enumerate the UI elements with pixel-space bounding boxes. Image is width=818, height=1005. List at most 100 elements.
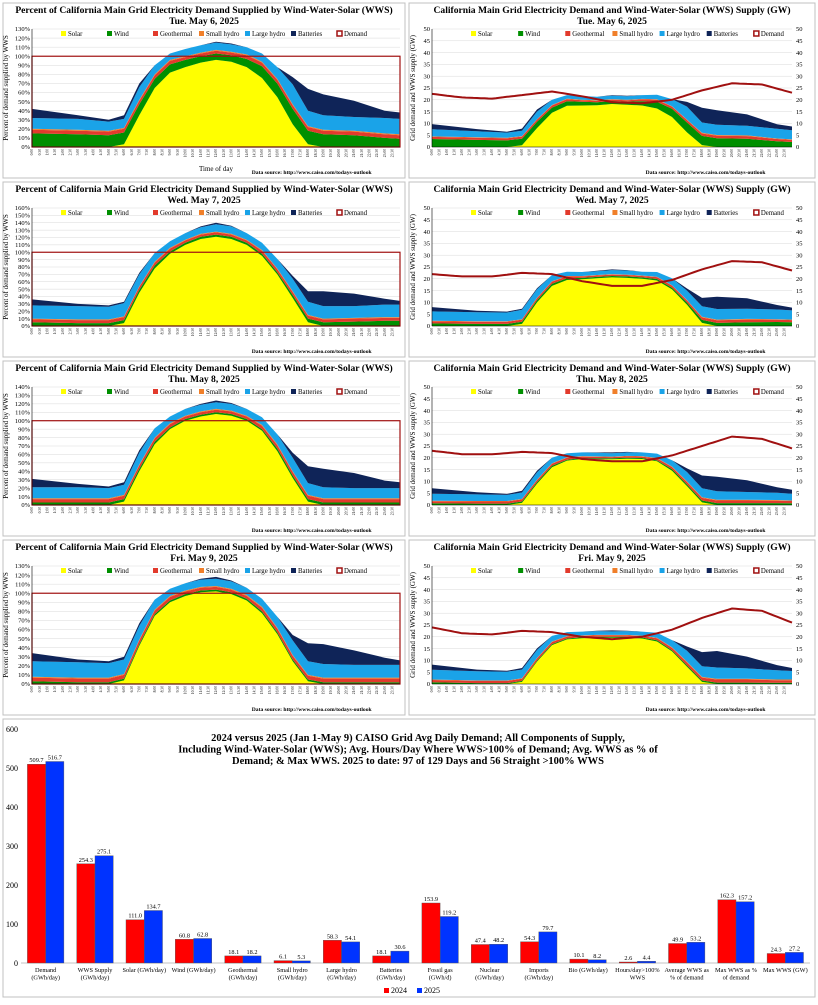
y-tick-label: 20: [424, 276, 431, 283]
x-tick-label: 17:00: [291, 149, 295, 157]
x-tick-label: 16:00: [276, 328, 280, 336]
x-tick-label: 18:00: [700, 149, 704, 157]
y-tick-label: 50: [424, 26, 431, 33]
legend-swatch-solar: [471, 210, 476, 215]
y-tick-label: 50%: [18, 286, 31, 293]
y-tick-label: 80%: [18, 609, 31, 616]
x-tick-label: 17:30: [299, 686, 303, 694]
x-tick-label: 7:00: [535, 686, 539, 693]
source-text: Data source: http://www.caiso.com/todays…: [252, 170, 373, 176]
legend: Solar Wind Geothermal Small hydro Large hydr…: [471, 30, 784, 38]
x-tick-label: 19:00: [715, 507, 719, 515]
chart-title: California Main Grid Electricity Demand …: [433, 542, 790, 553]
bar-2025: [489, 944, 508, 964]
x-tick-label: 2:00: [61, 149, 65, 156]
y-tick-label: 5: [427, 311, 430, 318]
legend-label: Wind: [114, 568, 129, 575]
legend-swatch-large-hydro: [659, 210, 665, 215]
legend-swatch-small-hydro: [199, 210, 204, 215]
x-tick-label: 16:30: [283, 507, 287, 515]
x-tick-label: 5:00: [505, 149, 509, 156]
y-tick-label: 100%: [15, 590, 31, 597]
y-tick-label: 45: [424, 396, 431, 403]
x-tick-label: 14:30: [253, 149, 257, 157]
y-tick-label: 30%: [18, 477, 31, 484]
bar-legend-label: 2024: [391, 986, 407, 995]
bar-2024: [619, 961, 638, 964]
x-tick-label: 1:00: [46, 686, 50, 693]
legend: Solar Wind Geothermal Small hydro Large hydr…: [471, 567, 784, 575]
x-tick-label: 10:00: [184, 328, 188, 336]
x-tick-label: 16:00: [670, 328, 674, 336]
y-tick-label: 80%: [18, 435, 31, 442]
y-tick-label: 60%: [18, 279, 31, 286]
x-tick-label: 1:00: [46, 149, 50, 156]
y2-tick-label: 35: [796, 599, 803, 606]
y-tick-label: 30: [424, 610, 431, 617]
bar-2024: [569, 958, 589, 964]
legend-label: Demand: [761, 210, 785, 217]
bar-category-label: Hours/day>100%: [615, 967, 660, 974]
x-tick-label: 8:00: [550, 149, 554, 156]
x-tick-label: 11:30: [603, 686, 607, 694]
y-tick-label: 15: [424, 467, 431, 474]
bar-2024: [224, 955, 244, 964]
y2-tick-label: 20: [796, 97, 803, 104]
x-tick-label: 6:30: [130, 328, 134, 335]
x-tick-label: 16:30: [678, 328, 682, 336]
bar-value-label: 60.8: [179, 932, 190, 939]
bar-chart: 2024 versus 2025 (Jan 1-May 9) CAISO Gri…: [6, 725, 810, 995]
y-tick-label: 10%: [18, 494, 31, 501]
x-tick-label: 8:00: [153, 328, 157, 335]
x-tick-label: 23:00: [775, 328, 779, 336]
legend-swatch-batteries: [291, 389, 296, 394]
y-tick-label: 0: [427, 502, 430, 509]
legend-swatch-small-hydro: [199, 389, 204, 394]
x-tick-label: 21:30: [753, 149, 757, 157]
y-tick-label: 90%: [18, 257, 31, 264]
x-tick-label: 17:00: [685, 328, 689, 336]
x-tick-label: 10:00: [184, 149, 188, 157]
x-tick-label: 21:00: [745, 507, 749, 515]
legend: Solar Wind Geothermal Small hydro Large hydr…: [471, 388, 784, 396]
x-tick-label: 5:00: [505, 328, 509, 335]
x-tick-label: 10:30: [588, 507, 592, 515]
x-tick-label: 3:30: [483, 686, 487, 693]
x-tick-label: 17:30: [693, 328, 697, 336]
x-tick-label: 15:30: [268, 328, 272, 336]
y-tick-label: 35: [424, 241, 431, 248]
x-tick-label: 22:30: [768, 686, 772, 694]
area-batteries: [432, 630, 792, 672]
legend-label: Large hydro: [252, 389, 286, 396]
x-tick-label: 12:00: [610, 507, 614, 515]
y-tick-label: 35: [424, 599, 431, 606]
bar-value-label: 134.7: [146, 904, 160, 911]
y-tick-label: 25: [424, 622, 431, 629]
x-tick-label: 7:30: [543, 686, 547, 693]
x-tick-label: 23:30: [391, 328, 395, 336]
bar-2024: [520, 941, 539, 964]
x-tick-label: 13:00: [230, 328, 234, 336]
x-tick-label: 1:00: [445, 507, 449, 514]
bar-value-label: 509.7: [29, 757, 43, 764]
source-text: Data source: http://www.caiso.com/todays…: [252, 707, 373, 713]
legend-swatch-demand: [753, 209, 760, 216]
x-tick-label: 5:30: [115, 686, 119, 693]
x-tick-label: 18:30: [314, 328, 318, 336]
y-tick-label: 10%: [18, 135, 31, 142]
legend-swatch-batteries: [291, 210, 296, 215]
x-tick-label: 0:30: [38, 507, 42, 514]
legend: Solar Wind Geothermal Small hydro Large hydr…: [61, 567, 368, 575]
x-tick-label: 1:00: [445, 328, 449, 335]
legend-swatch-demand: [753, 388, 760, 395]
bar-category-label: WWS: [630, 975, 646, 982]
x-tick-label: 12:00: [214, 686, 218, 694]
legend-swatch-geothermal: [153, 568, 158, 573]
legend-label: Demand: [344, 389, 368, 396]
x-tick-label: 7:30: [543, 149, 547, 156]
x-tick-label: 3:30: [84, 686, 88, 693]
x-tick-label: 20:00: [337, 149, 341, 157]
x-tick-label: 12:30: [618, 507, 622, 515]
chart-title: Percent of California Main Grid Electric…: [15, 5, 392, 16]
bar-value-label: 157.2: [738, 895, 752, 902]
